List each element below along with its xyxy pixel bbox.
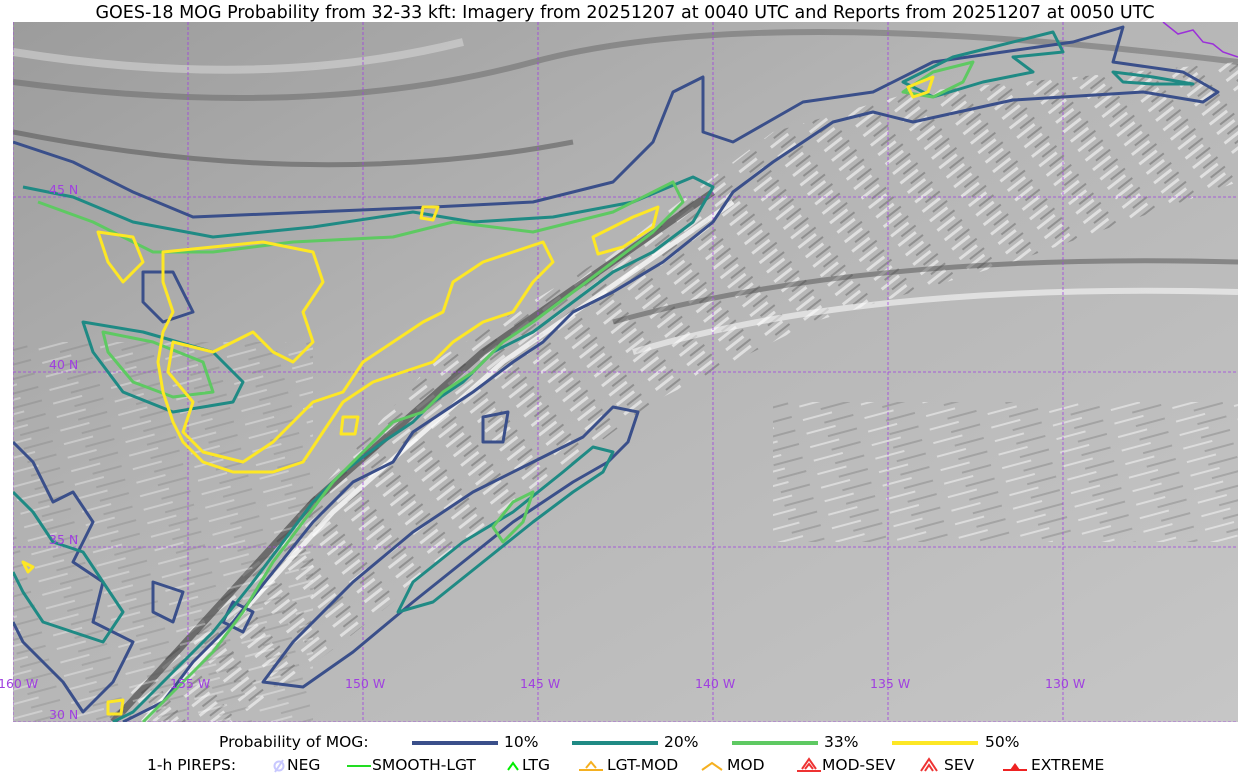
- triangle-bar-icon: [579, 760, 603, 771]
- lon-label: 130 W: [1045, 676, 1086, 691]
- coastline: [1162, 22, 1238, 58]
- pirep-legend: 1-h PIREPS: NEG SMOOTH-LGT LTG LGT-MOD M…: [0, 756, 1250, 776]
- lon-label: 145 W: [520, 676, 561, 691]
- legend-sev: SEV: [944, 756, 975, 774]
- lat-label: 35 N: [49, 532, 79, 547]
- legend-10pct: 10%: [504, 733, 539, 751]
- legend-50pct: 50%: [985, 733, 1020, 751]
- legend-lgt-mod: LGT-MOD: [607, 756, 679, 774]
- legend-extreme: EXTREME: [1031, 756, 1105, 774]
- lon-label: 160 W: [0, 676, 39, 691]
- contour-50pct: [21, 75, 935, 716]
- lat-lon-grid: [13, 22, 1238, 722]
- line-icon: [347, 765, 371, 767]
- probability-legend: Probability of MOG: 10% 20% 33% 50%: [0, 733, 1250, 753]
- lon-label: 155 W: [170, 676, 211, 691]
- lat-label: 30 N: [49, 707, 79, 722]
- lon-label: 150 W: [345, 676, 386, 691]
- filled-triangle-icon: [1003, 763, 1027, 771]
- chart-title: GOES-18 MOG Probability from 32-33 kft: …: [95, 3, 1155, 23]
- double-caret-icon: [920, 757, 938, 772]
- lat-label: 40 N: [49, 357, 79, 372]
- lat-label: 45 N: [49, 182, 79, 197]
- neg-circle-slash-icon: [273, 759, 285, 773]
- legend-neg: NEG: [287, 756, 321, 774]
- caret-icon: [507, 761, 519, 771]
- satellite-map: [13, 22, 1238, 722]
- legend-smooth-lgt: SMOOTH-LGT: [372, 756, 476, 774]
- lon-label: 140 W: [695, 676, 736, 691]
- probability-legend-label: Probability of MOG:: [219, 733, 369, 751]
- legend-mod: MOD: [727, 756, 765, 774]
- jet-cloud-band: [103, 62, 1238, 722]
- swatch-10pct: [412, 741, 498, 745]
- lon-label: 135 W: [870, 676, 911, 691]
- legend-mod-sev: MOD-SEV: [822, 756, 896, 774]
- swatch-33pct: [732, 741, 818, 745]
- pirep-legend-label: 1-h PIREPS:: [147, 756, 237, 774]
- legend-ltg: LTG: [522, 756, 550, 774]
- swatch-50pct: [892, 741, 978, 745]
- caret-icon: [701, 761, 723, 771]
- longitude-labels: 160 W 155 W 150 W 145 W 140 W 135 W 130 …: [0, 676, 1250, 694]
- contour-20pct: [13, 30, 1195, 722]
- legend-33pct: 33%: [824, 733, 859, 751]
- swatch-20pct: [572, 741, 658, 745]
- legend-20pct: 20%: [664, 733, 699, 751]
- double-triangle-bar-icon: [797, 757, 821, 772]
